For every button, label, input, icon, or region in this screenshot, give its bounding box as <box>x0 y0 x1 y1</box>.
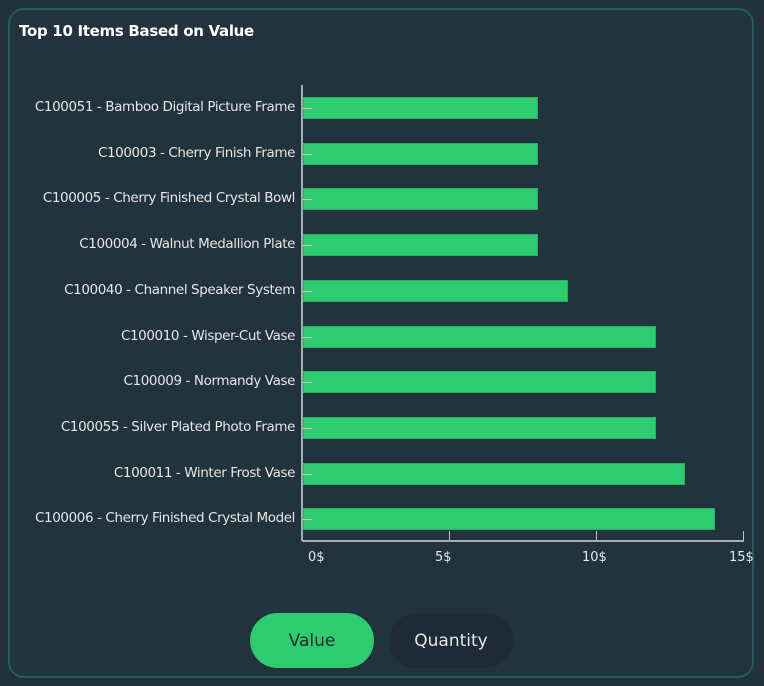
y-axis <box>301 85 303 541</box>
y-tick <box>303 519 312 521</box>
bar[interactable] <box>303 325 656 348</box>
x-axis-label: 0$ <box>308 550 325 565</box>
x-tick <box>743 531 744 540</box>
y-axis-label: C100009 - Normandy Vase <box>123 373 295 390</box>
bar[interactable] <box>303 234 539 257</box>
y-axis-label: C100010 - Wisper-Cut Vase <box>120 327 295 344</box>
x-axis-label: 5$ <box>435 550 452 565</box>
x-axis-label: 10$ <box>582 550 607 565</box>
y-tick <box>303 245 312 247</box>
bar[interactable] <box>303 371 656 394</box>
value-toggle-button[interactable]: Value <box>250 613 374 668</box>
y-tick <box>303 199 312 201</box>
x-axis-label: 15$ <box>729 550 754 565</box>
y-axis-label: C100004 - Walnut Medallion Plate <box>79 236 295 253</box>
bar[interactable] <box>303 416 656 439</box>
bar[interactable] <box>303 188 539 211</box>
bar[interactable] <box>303 462 686 485</box>
y-axis-label: C100055 - Silver Plated Photo Frame <box>60 418 296 435</box>
quantity-toggle-button[interactable]: Quantity <box>389 613 513 668</box>
x-axis <box>302 540 744 542</box>
x-tick <box>449 531 450 540</box>
bar-chart: C100051 - Bamboo Digital Picture Frame C1… <box>34 85 754 565</box>
y-axis-label: C100006 - Cherry Finished Crystal Model <box>35 510 295 527</box>
y-tick <box>303 336 312 338</box>
y-tick <box>303 427 312 429</box>
bar[interactable] <box>303 97 539 119</box>
y-tick <box>303 153 312 155</box>
bar[interactable] <box>303 279 568 302</box>
chart-title: Top 10 Items Based on Value <box>19 22 254 40</box>
y-axis-label: C100040 - Channel Speaker System <box>64 281 295 298</box>
y-tick <box>303 290 312 292</box>
bar[interactable] <box>303 508 715 531</box>
bar[interactable] <box>303 142 539 165</box>
y-tick <box>303 473 312 475</box>
y-tick <box>303 382 312 384</box>
y-axis-label: C100051 - Bamboo Digital Picture Frame <box>34 99 296 115</box>
y-axis-label: C100003 - Cherry Finish Frame <box>97 144 295 161</box>
y-axis-label: C100011 - Winter Frost Vase <box>113 464 296 481</box>
y-axis-label: C100005 - Cherry Finished Crystal Bowl <box>42 190 296 207</box>
x-tick <box>596 531 597 540</box>
y-tick <box>303 108 312 109</box>
